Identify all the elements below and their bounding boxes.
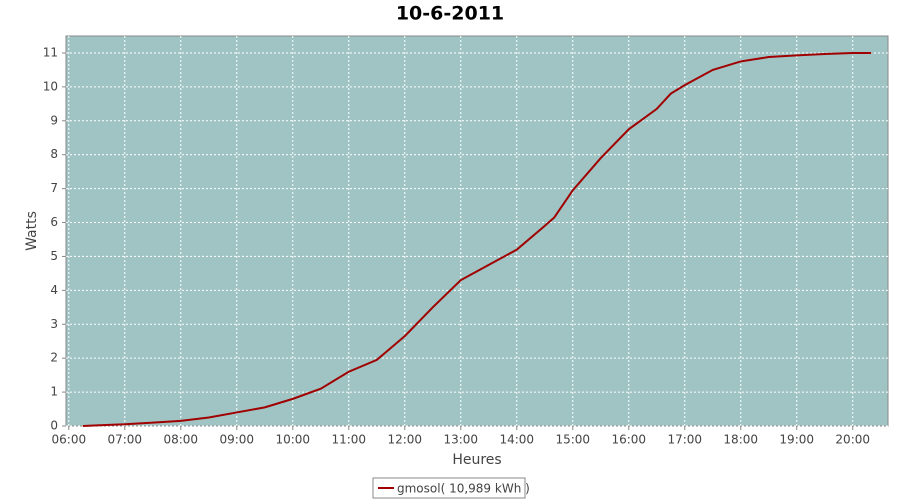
chart-title: 10-6-2011 <box>396 3 504 25</box>
data-line <box>82 51 872 427</box>
plot-area <box>65 35 889 427</box>
y-tick-label: 4 <box>50 283 58 297</box>
y-tick-label: 3 <box>50 317 58 331</box>
legend-box <box>372 477 526 499</box>
legend-label: gmosol( 10,989 kWh ) <box>397 482 530 496</box>
x-tick-label: 06:00 <box>52 433 87 447</box>
y-tick-label: 10 <box>43 79 58 93</box>
x-tick-label: 16:00 <box>611 433 646 447</box>
x-tick-label: 12:00 <box>387 433 422 447</box>
x-tick-label: 09:00 <box>219 433 254 447</box>
x-tick-label: 18:00 <box>723 433 758 447</box>
x-tick-label: 15:00 <box>555 433 590 447</box>
y-tick-label: 0 <box>50 419 58 433</box>
y-tick-label: 2 <box>50 351 58 365</box>
y-tick-label: 1 <box>50 385 58 399</box>
y-tick-label: 9 <box>50 113 58 127</box>
x-tick-label: 10:00 <box>275 433 310 447</box>
x-tick-label: 14:00 <box>499 433 534 447</box>
y-axis-label: Watts <box>24 211 40 251</box>
y-tick-label: 6 <box>50 215 58 229</box>
x-tick-label: 19:00 <box>779 433 814 447</box>
x-tick-label: 17:00 <box>667 433 702 447</box>
x-tick-label: 13:00 <box>443 433 478 447</box>
x-tick-label: 11:00 <box>331 433 366 447</box>
y-tick-label: 5 <box>50 249 58 263</box>
x-tick-label: 07:00 <box>107 433 142 447</box>
x-tick-label: 08:00 <box>163 433 198 447</box>
y-tick-label: 11 <box>43 45 58 59</box>
y-tick-label: 7 <box>50 181 58 195</box>
x-tick-label: 20:00 <box>835 433 870 447</box>
x-axis-label: Heures <box>452 452 501 468</box>
y-tick-label: 8 <box>50 147 58 161</box>
